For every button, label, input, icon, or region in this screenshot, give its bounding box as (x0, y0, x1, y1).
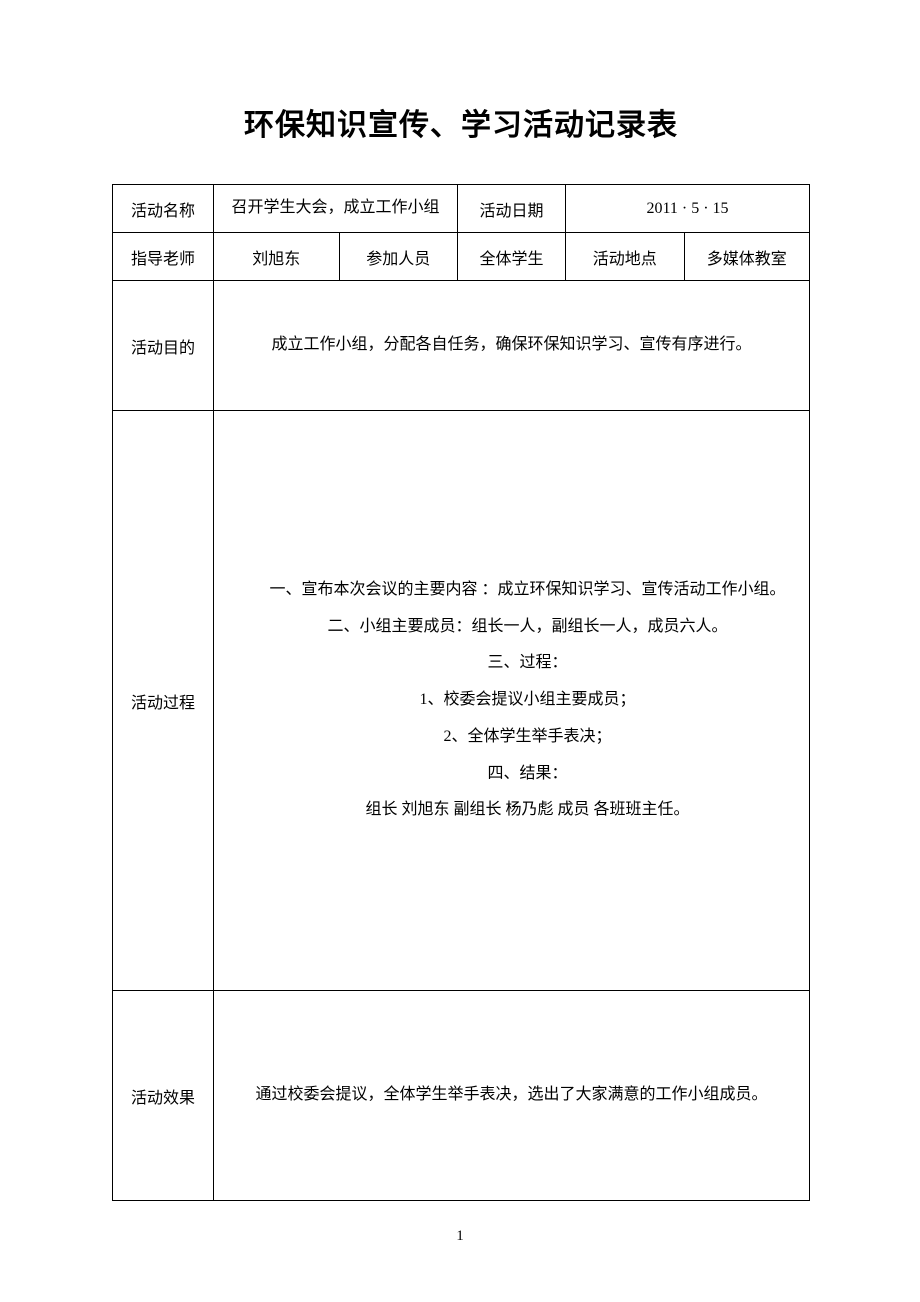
label-result: 活动效果 (113, 991, 214, 1201)
value-purpose: 成立工作小组，分配各自任务，确保环保知识学习、宣传有序进行。 (214, 281, 810, 411)
table-row-result: 活动效果 通过校委会提议，全体学生举手表决，选出了大家满意的工作小组成员。 (113, 991, 810, 1201)
table-row-purpose: 活动目的 成立工作小组，分配各自任务，确保环保知识学习、宣传有序进行。 (113, 281, 810, 411)
process-line: 组长 刘旭东 副组长 杨乃彪 成员 各班班主任。 (220, 792, 803, 829)
label-process: 活动过程 (113, 411, 214, 991)
table-row-activity: 活动名称 召开学生大会，成立工作小组 活动日期 2011 · 5 · 15 (113, 185, 810, 233)
label-activity-name: 活动名称 (113, 185, 214, 233)
process-line: 1、校委会提议小组主要成员； (220, 682, 803, 719)
label-teacher: 指导老师 (113, 233, 214, 281)
label-purpose: 活动目的 (113, 281, 214, 411)
value-activity-name: 召开学生大会，成立工作小组 (214, 185, 458, 233)
document-title: 环保知识宣传、学习活动记录表 (112, 100, 810, 144)
process-line: 一、宣布本次会议的主要内容 ：成立环保知识学习、宣传活动工作小组。 (220, 572, 803, 609)
value-process: 一、宣布本次会议的主要内容 ：成立环保知识学习、宣传活动工作小组。 二、小组主要… (214, 411, 810, 991)
label-participants: 参加人员 (339, 233, 457, 281)
page-number: 1 (0, 1228, 920, 1245)
value-participants: 全体学生 (458, 233, 566, 281)
table-row-teacher: 指导老师 刘旭东 参加人员 全体学生 活动地点 多媒体教室 (113, 233, 810, 281)
value-result: 通过校委会提议，全体学生举手表决，选出了大家满意的工作小组成员。 (214, 991, 810, 1201)
value-teacher: 刘旭东 (214, 233, 339, 281)
value-place: 多媒体教室 (684, 233, 809, 281)
process-line: 二、小组主要成员：组长一人，副组长一人，成员六人。 (220, 609, 803, 646)
label-activity-date: 活动日期 (458, 185, 566, 233)
process-line: 三、过程： (220, 645, 803, 682)
process-line: 四、结果： (220, 756, 803, 793)
value-activity-date: 2011 · 5 · 15 (566, 185, 810, 233)
table-row-process: 活动过程 一、宣布本次会议的主要内容 ：成立环保知识学习、宣传活动工作小组。 二… (113, 411, 810, 991)
activity-record-table: 活动名称 召开学生大会，成立工作小组 活动日期 2011 · 5 · 15 指导… (112, 184, 810, 1201)
process-line: 2、全体学生举手表决； (220, 719, 803, 756)
label-place: 活动地点 (566, 233, 684, 281)
